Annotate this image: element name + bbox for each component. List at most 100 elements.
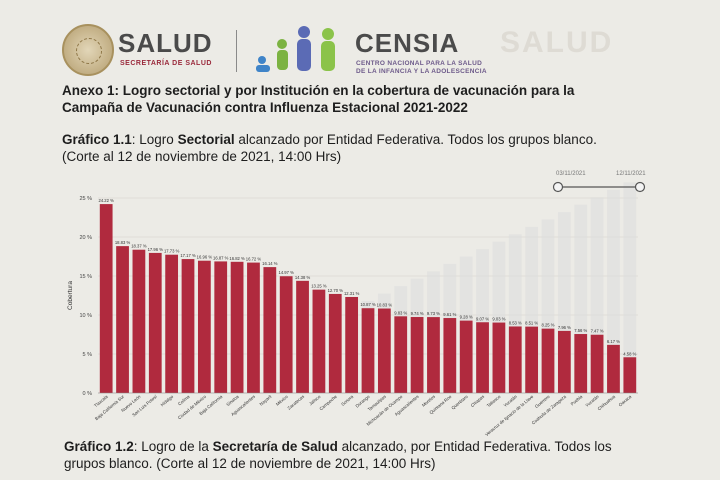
data-label: 9.28 % <box>460 315 473 320</box>
data-label: 7.96 % <box>558 325 571 330</box>
bar <box>427 317 440 393</box>
salud-subtitle: SECRETARÍA DE SALUD <box>120 60 212 67</box>
data-label: 9.74 % <box>411 311 424 316</box>
data-label: 6.17 % <box>607 339 620 344</box>
y-tick-label: 0 % <box>83 391 93 397</box>
bar <box>476 322 489 393</box>
salud-logo-text: SALUD <box>118 28 213 58</box>
data-label: 17.73 % <box>164 249 180 254</box>
bar <box>247 262 260 393</box>
chart-caption-2: Gráfico 1.2: Logro de la Secretaría de S… <box>64 438 664 472</box>
slider-start-handle[interactable] <box>552 181 564 193</box>
data-label: 13.25 % <box>311 284 327 289</box>
data-label: 9.73 % <box>427 311 440 316</box>
bar <box>541 328 555 393</box>
bar <box>623 357 637 393</box>
caption1-bold: Sectorial <box>177 132 235 147</box>
data-label: 14.38 % <box>295 275 311 280</box>
y-tick-label: 5 % <box>83 352 93 358</box>
x-tick-label: Hidalgo <box>160 394 175 408</box>
bar <box>214 261 228 393</box>
bar <box>230 261 244 393</box>
x-tick-label: Nayarit <box>259 393 273 406</box>
data-label: 16.72 % <box>246 257 262 262</box>
x-tick-label: Sinaloa <box>225 394 240 408</box>
bar <box>328 293 342 393</box>
bar <box>574 334 588 393</box>
slider-end-label: 12/11/2021 <box>616 171 646 177</box>
censia-logo-text: CENSIA <box>355 28 460 58</box>
data-label: 7.56 % <box>574 328 587 333</box>
data-label: 24.22 % <box>98 198 114 203</box>
data-label: 9.61 % <box>443 312 456 317</box>
date-range-slider[interactable]: 03/11/2021 12/11/2021 <box>552 168 652 198</box>
data-label: 8.25 % <box>541 323 554 328</box>
bar <box>116 246 129 393</box>
data-label: 10.83 % <box>377 303 393 308</box>
bar <box>377 308 391 393</box>
caption2-bold: Secretaría de Salud <box>212 439 338 454</box>
x-tick-label: México <box>275 394 289 407</box>
x-tick-label: Tabasco <box>486 394 502 409</box>
slider-end-handle[interactable] <box>634 181 646 193</box>
caption1-part2: alcanzado por Entidad Federativa. Todos … <box>234 132 597 147</box>
caption2-prefix: Gráfico 1.2 <box>64 439 134 454</box>
data-label: 17.96 % <box>148 247 164 252</box>
bar <box>410 317 424 393</box>
y-tick-label: 10 % <box>79 313 92 319</box>
data-label: 18.83 % <box>115 240 131 245</box>
data-label: 7.47 % <box>591 329 604 334</box>
slider-start-label: 03/11/2021 <box>556 171 586 177</box>
bar <box>557 330 571 393</box>
y-tick-label: 20 % <box>79 235 92 241</box>
data-label: 18.37 % <box>131 244 147 249</box>
caption1-prefix: Gráfico 1.1 <box>62 132 132 147</box>
x-tick-label: Colima <box>177 394 191 407</box>
annex-heading-line2: Campaña de Vacunación contra Influenza E… <box>62 100 468 115</box>
data-label: 16.96 % <box>197 255 213 260</box>
logo-divider <box>236 30 237 72</box>
x-tick-label: Ciudad de México <box>177 394 208 421</box>
data-label: 16.82 % <box>229 256 245 261</box>
caption1-line2: (Corte al 12 de noviembre de 2021, 14:00… <box>62 149 342 164</box>
show-through-bar <box>623 182 637 393</box>
bar <box>99 204 113 393</box>
annex-heading-line1: Anexo 1: Logro sectorial y por Instituci… <box>62 83 575 98</box>
data-label: 9.07 % <box>476 316 489 321</box>
caption1-part1: : Logro <box>131 132 178 147</box>
data-label: 12.31 % <box>344 291 360 296</box>
data-label: 17.17 % <box>180 253 196 258</box>
x-tick-label: Campeche <box>318 394 338 412</box>
chart-caption-1: Gráfico 1.1: Logro Sectorial alcanzado p… <box>62 131 662 165</box>
data-label: 8.51 % <box>525 321 538 326</box>
data-label: 12.70 % <box>328 288 344 293</box>
bar <box>165 254 179 393</box>
censia-subtitle-line1: CENTRO NACIONAL PARA LA SALUD <box>356 60 483 67</box>
bar <box>296 280 309 393</box>
data-label: 4.58 % <box>623 351 636 356</box>
annex-heading: Anexo 1: Logro sectorial y por Instituci… <box>62 82 662 116</box>
data-label: 14.97 % <box>278 270 294 275</box>
header: SALUD SECRETARÍA DE SALUD CENSIA CENTRO … <box>62 22 662 80</box>
bar <box>279 276 293 393</box>
y-tick-label: 25 % <box>79 196 92 202</box>
x-tick-label: Oaxaca <box>618 394 633 408</box>
mexico-seal-icon <box>62 24 114 76</box>
x-tick-label: Sonora <box>340 394 354 407</box>
y-tick-label: 15 % <box>79 274 92 280</box>
data-label: 16.14 % <box>262 261 278 266</box>
bar <box>607 344 620 393</box>
bar <box>590 334 604 393</box>
bar <box>394 316 408 393</box>
family-logo-icon <box>256 26 335 72</box>
data-label: 16.87 % <box>213 255 229 260</box>
bar <box>443 318 457 393</box>
show-through-text: SALUD <box>500 26 614 59</box>
bar <box>132 249 146 393</box>
bar <box>263 267 277 393</box>
bar <box>459 320 473 393</box>
show-through-bar <box>607 189 620 393</box>
data-label: 8.53 % <box>509 320 522 325</box>
caption2-line2: grupos blanco. (Corte al 12 de noviembre… <box>64 456 436 471</box>
